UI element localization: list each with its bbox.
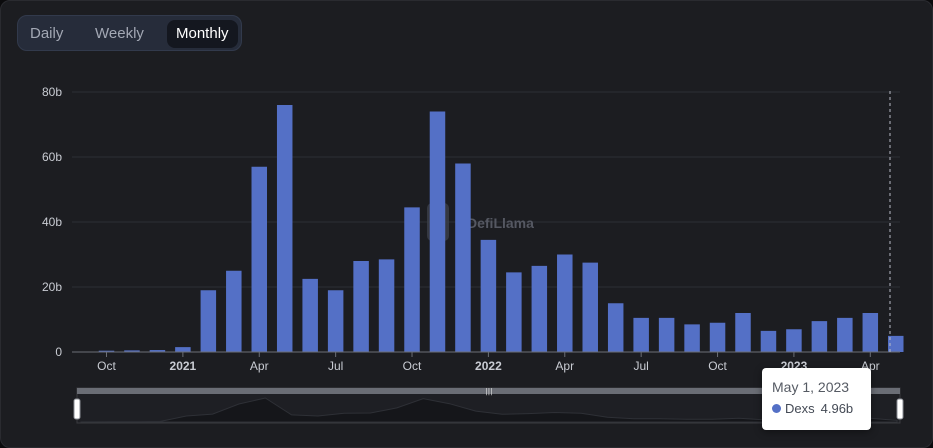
drag-grip-icon: |||: [485, 388, 492, 396]
tab-weekly[interactable]: Weekly: [95, 25, 144, 42]
bar[interactable]: [124, 350, 140, 352]
bar[interactable]: [760, 330, 777, 352]
bar[interactable]: [582, 262, 598, 352]
bar[interactable]: [455, 163, 471, 353]
bar[interactable]: [735, 313, 751, 352]
bar[interactable]: [327, 290, 344, 352]
watermark-text: DefiLlama: [467, 215, 534, 231]
y-tick-label: 80b: [42, 85, 62, 99]
x-tick-label: Oct: [403, 359, 422, 373]
bar[interactable]: [837, 317, 853, 352]
zoom-handle-left[interactable]: [73, 398, 81, 420]
bar[interactable]: [378, 259, 395, 352]
bar[interactable]: [709, 322, 726, 352]
bar[interactable]: [862, 313, 879, 352]
bar[interactable]: [429, 111, 446, 353]
bar[interactable]: [98, 350, 115, 352]
bar[interactable]: [175, 347, 191, 352]
bar[interactable]: [658, 317, 675, 352]
bar[interactable]: [302, 278, 318, 352]
bar[interactable]: [353, 261, 369, 352]
bar[interactable]: [149, 350, 166, 352]
bar[interactable]: [633, 317, 649, 352]
x-tick-label: Oct: [708, 359, 727, 373]
bar[interactable]: [251, 166, 268, 352]
bar[interactable]: [506, 272, 522, 352]
tooltip-value: 4.96b: [820, 401, 854, 416]
zoom-drag-bar[interactable]: [77, 388, 900, 394]
zoom-handle-right[interactable]: [896, 398, 904, 420]
x-tick-label: Jul: [328, 359, 343, 373]
x-tick-label: Oct: [97, 359, 116, 373]
x-tick-label: 2021: [170, 359, 197, 373]
tooltip-series-row: Dexs 4.96b: [772, 401, 861, 416]
y-tick-label: 60b: [42, 150, 62, 164]
y-tick-label: 40b: [42, 215, 62, 229]
bar[interactable]: [888, 335, 904, 352]
x-tick-label: Apr: [250, 359, 269, 373]
bar[interactable]: [200, 290, 217, 352]
tab-monthly[interactable]: Monthly: [167, 20, 238, 48]
period-tabs: Daily Weekly Monthly: [17, 15, 242, 51]
bar[interactable]: [557, 254, 573, 353]
tab-daily[interactable]: Daily: [30, 25, 64, 42]
x-tick-label: 2022: [475, 359, 502, 373]
bar[interactable]: [480, 239, 497, 352]
bar[interactable]: [811, 321, 828, 352]
series-color-dot-icon: [772, 404, 781, 413]
bar[interactable]: [404, 207, 420, 352]
bar[interactable]: [276, 105, 293, 352]
x-tick-label: Jul: [633, 359, 648, 373]
bar[interactable]: [786, 329, 802, 352]
bar[interactable]: [226, 270, 242, 352]
tooltip-date: May 1, 2023: [772, 379, 850, 395]
bar[interactable]: [531, 265, 548, 352]
bar[interactable]: [684, 324, 700, 352]
x-tick-label: Apr: [555, 359, 574, 373]
bar[interactable]: [607, 303, 624, 352]
chart-tooltip: May 1, 2023 Dexs 4.96b: [762, 368, 871, 430]
y-tick-label: 20b: [42, 280, 62, 294]
y-tick-label: 0: [55, 345, 62, 359]
tooltip-series-name: Dexs: [785, 401, 815, 416]
